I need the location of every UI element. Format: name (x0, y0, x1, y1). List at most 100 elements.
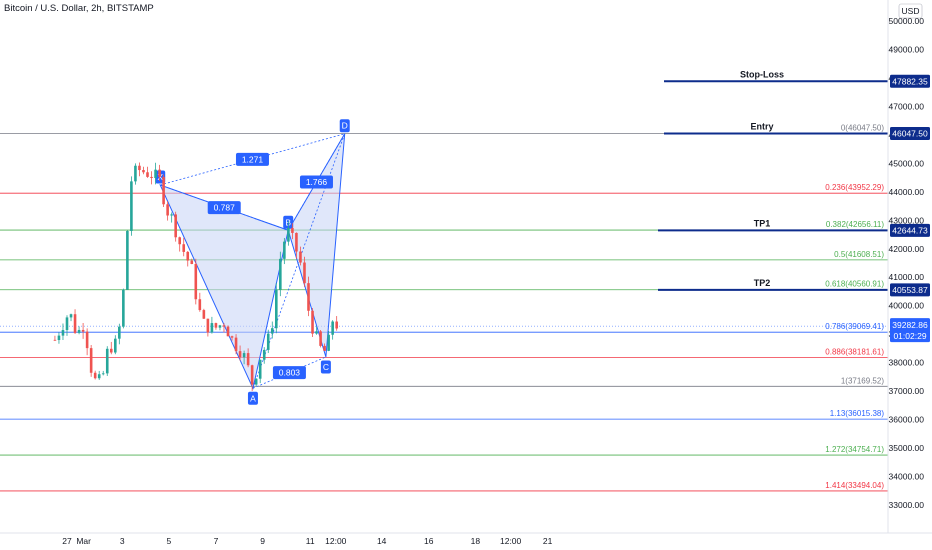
candle (162, 174, 165, 207)
candle (266, 329, 270, 354)
fib-level-label: 0.786(39069.41) (825, 322, 884, 331)
candle (202, 308, 206, 319)
price-tag[interactable] (890, 74, 930, 88)
candle-body (126, 230, 129, 290)
candle (279, 251, 282, 297)
pattern-point-badge[interactable] (247, 391, 258, 405)
candle-body (154, 169, 157, 179)
candle (287, 221, 290, 246)
candle-body (331, 321, 334, 335)
price-tag-value: 42644.73 (892, 225, 928, 235)
candle-body (118, 326, 121, 339)
candle (146, 166, 149, 178)
ratio-badge[interactable] (299, 175, 333, 189)
x-tick-label: 5 (167, 536, 172, 546)
y-tick-label: 41000.00 (889, 272, 925, 282)
pattern-point-badge[interactable] (339, 119, 350, 133)
ratio-badge[interactable] (207, 201, 241, 215)
candle-body (291, 227, 294, 233)
candle (194, 258, 198, 305)
x-tick-label: 12:00 (325, 536, 347, 546)
candle (307, 276, 310, 317)
x-tick-label: 27 (62, 536, 72, 546)
ratio-label: 0.787 (214, 203, 236, 213)
candle (262, 347, 266, 364)
candle-body (303, 262, 306, 284)
candle-body (327, 334, 330, 351)
x-tick-label: 3 (120, 536, 125, 546)
price-tag[interactable] (890, 127, 930, 141)
candle-body (93, 372, 97, 379)
y-tick-label: 47000.00 (889, 101, 925, 111)
y-tick-label: 36000.00 (889, 415, 925, 425)
candle (73, 309, 77, 335)
fib-level-label: 1.13(36015.38) (830, 409, 885, 418)
ratio-label: 1.766 (306, 177, 328, 187)
ratio-label: 1.271 (242, 154, 264, 164)
candle-body (65, 317, 69, 331)
candle (283, 237, 286, 265)
candle-body (311, 310, 314, 334)
candle-body (77, 329, 81, 333)
candle-body (57, 335, 61, 341)
ratio-badge[interactable] (272, 366, 306, 380)
fib-level-label: 1(37169.52) (841, 376, 884, 385)
price-tag[interactable] (890, 283, 930, 297)
candle (77, 326, 81, 335)
y-tick-label: 33000.00 (889, 500, 925, 510)
pattern-point-label: X (157, 172, 163, 182)
candle (69, 313, 73, 322)
candle-body (101, 373, 105, 375)
fib-retracement[interactable]: 0(46047.50) 0.236(43952.29) 0.382(42656.11… (0, 124, 888, 492)
pattern-point-badge[interactable] (320, 360, 331, 374)
candle (238, 345, 242, 361)
candle (250, 364, 254, 392)
candle-body (170, 214, 173, 216)
candle-body (138, 165, 141, 171)
candle (154, 162, 157, 185)
candle-body (250, 365, 254, 385)
fib-level-label: 0.886(38181.61) (825, 347, 884, 356)
candle (258, 359, 262, 384)
trade-line-label: TP2 (754, 278, 771, 288)
candle (331, 320, 334, 340)
candle-body (323, 345, 326, 351)
price-tag-value: 46047.50 (892, 129, 928, 139)
candle (323, 343, 326, 352)
candle (97, 370, 101, 380)
price-axis[interactable]: USD 33000.00 34000.00 35000.00 36000.00 37000… (887, 0, 930, 533)
pattern-point-label: A (250, 393, 256, 403)
candle (81, 323, 85, 339)
candle-body (258, 359, 262, 379)
candle-body (53, 339, 57, 341)
candle (230, 335, 234, 341)
candle (150, 171, 153, 185)
candle (138, 162, 141, 177)
fib-level-label: 0.382(42656.11) (826, 220, 884, 229)
candle (118, 323, 121, 345)
candle-body (335, 321, 338, 329)
candle (198, 292, 202, 312)
ratio-badge[interactable] (235, 152, 269, 166)
current-price-tag[interactable] (890, 318, 930, 343)
candle (158, 164, 161, 182)
candle (275, 282, 278, 334)
candle-body (61, 330, 65, 336)
candle-body (114, 338, 117, 353)
price-tag[interactable] (890, 223, 930, 237)
time-axis[interactable]: 27 Mar 3 5 7 9 11 12:00 14 16 18 12:00 21 (0, 532, 932, 546)
y-tick-label: 37000.00 (889, 386, 925, 396)
candle (53, 335, 57, 341)
candle-body (214, 323, 218, 328)
candle-body (122, 289, 125, 327)
candle (254, 378, 258, 386)
candle (210, 316, 214, 334)
price-tag-value: 47882.35 (892, 76, 928, 86)
currency-button[interactable] (898, 3, 923, 19)
candle (186, 250, 190, 267)
y-tick-label: 44000.00 (889, 187, 925, 197)
trade-lines[interactable]: Stop-Loss Entry TP1 TP2 (658, 69, 888, 291)
